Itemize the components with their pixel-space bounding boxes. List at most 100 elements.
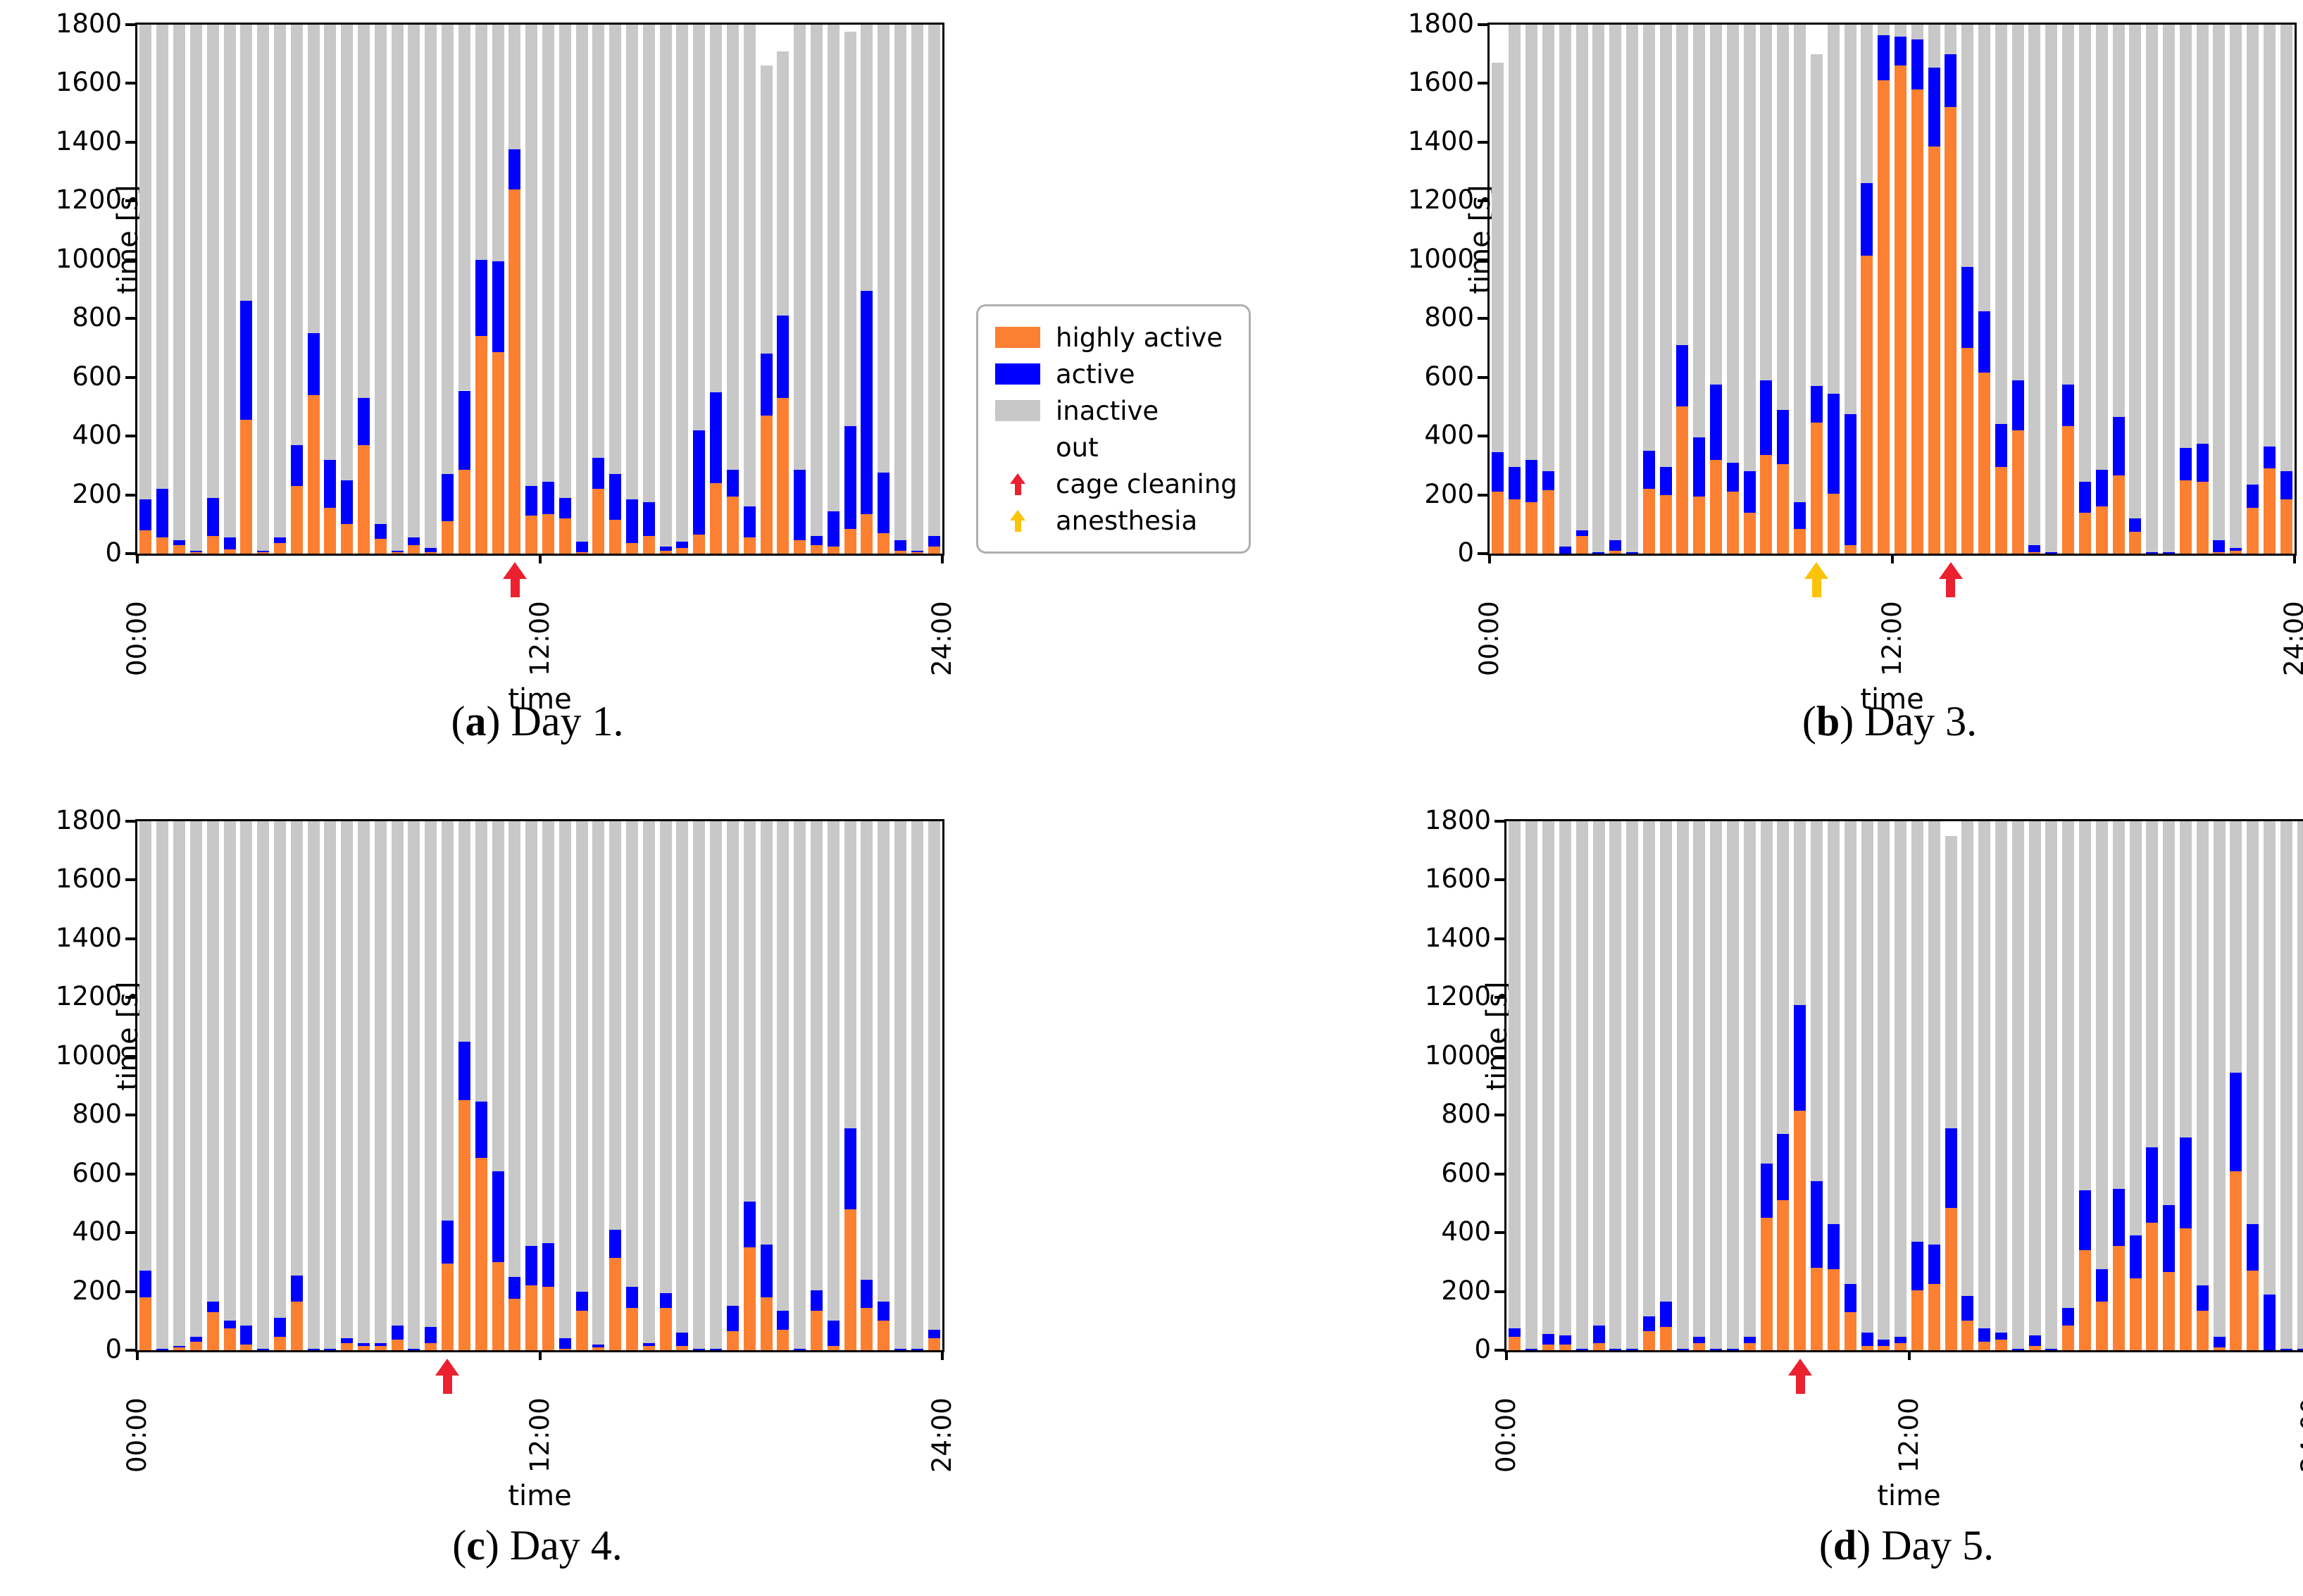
- bar-segment: [1710, 821, 1723, 1349]
- y-tick-mark: [1478, 317, 1487, 320]
- cage_cleaning-arrow-icon: [995, 473, 1040, 495]
- y-tick-label: 600: [72, 1157, 122, 1188]
- legend-item: inactive: [995, 392, 1232, 429]
- bar-segment: [1878, 80, 1890, 554]
- bar-segment: [1777, 1134, 1790, 1201]
- bar-segment: [861, 25, 873, 291]
- bar-segment: [2028, 1345, 2041, 1350]
- bar-segment: [2129, 25, 2142, 518]
- bar-segment: [861, 1279, 873, 1308]
- bar-segment: [408, 1348, 420, 1350]
- bar-segment: [1861, 1332, 1873, 1346]
- bar-segment: [626, 543, 638, 554]
- arrow-head: [435, 1359, 460, 1376]
- bar-segment: [358, 397, 370, 445]
- bar-segment: [2146, 551, 2159, 554]
- bar-segment: [1961, 347, 1974, 554]
- bar-segment: [2028, 1335, 2041, 1346]
- bar-segment: [1911, 1241, 1923, 1290]
- y-tick-label: 0: [1457, 537, 1474, 568]
- bar-segment: [1995, 1340, 2007, 1350]
- y-tick-mark: [125, 1290, 135, 1293]
- y-tick-label: 400: [1441, 1216, 1491, 1247]
- y-tick-label: 1800: [55, 805, 122, 835]
- bar-segment: [1961, 267, 1974, 348]
- bar-segment: [1777, 25, 1790, 410]
- bar-segment: [777, 1310, 789, 1330]
- bar-segment: [223, 1321, 236, 1328]
- bar-segment: [1945, 106, 1957, 554]
- bar-segment: [2079, 1250, 2091, 1350]
- bar-segment: [173, 1345, 185, 1347]
- y-tick-mark: [125, 1114, 135, 1117]
- bar-segment: [609, 25, 622, 475]
- bar-segment: [156, 821, 169, 1349]
- bar-segment: [2129, 518, 2142, 532]
- bar-segment: [2062, 1307, 2075, 1326]
- bar-segment: [878, 821, 890, 1302]
- bar-segment: [508, 149, 521, 189]
- bar-segment: [139, 25, 152, 499]
- bar-segment: [609, 474, 622, 520]
- bar-segment: [442, 821, 454, 1221]
- bar-segment: [1844, 1284, 1856, 1312]
- bar-segment: [240, 420, 253, 554]
- bar-segment: [358, 821, 370, 1343]
- bar-segment: [2112, 1188, 2125, 1246]
- bar-segment: [642, 536, 655, 554]
- bar-segment: [1878, 821, 1890, 1340]
- active-swatch: [995, 363, 1040, 385]
- y-tick-mark: [125, 1231, 135, 1235]
- bar-segment: [1743, 1342, 1756, 1350]
- bar-segment: [341, 1338, 354, 1343]
- y-tick-label: 400: [72, 1216, 122, 1247]
- chart-day3-plot: 0 200 400 600 800 1000 1200 1400 1600 1800 00:00 12…: [1408, 11, 2303, 716]
- bar-segment: [1727, 821, 1739, 1349]
- bar-segment: [425, 1326, 437, 1343]
- bar-segment: [1609, 821, 1622, 1349]
- bar-segment: [374, 25, 387, 525]
- bar-segment: [525, 25, 538, 486]
- bar-segment: [777, 316, 789, 398]
- bar-segment: [1794, 25, 1806, 502]
- bar-segment: [676, 542, 689, 548]
- bar-segment: [1559, 1344, 1571, 1350]
- bar-segment: [324, 25, 337, 460]
- bar-segment: [777, 821, 789, 1311]
- bar-segment: [1827, 1269, 1840, 1350]
- bar-segment: [2264, 821, 2276, 1295]
- bar-segment: [743, 25, 756, 507]
- bar-segment: [1659, 494, 1672, 554]
- bar-segment: [223, 1328, 236, 1350]
- bar-segment: [492, 1171, 504, 1262]
- bar-segment: [2062, 1325, 2075, 1350]
- bar-segment: [592, 458, 605, 490]
- bar-segment: [1995, 25, 2007, 425]
- caption-day3: (b) Day 3.: [1608, 697, 2171, 746]
- y-tick-label: 1200: [55, 185, 122, 216]
- y-tick-mark: [1494, 937, 1504, 940]
- bar-segment: [391, 1325, 404, 1340]
- bar-segment: [2062, 385, 2074, 426]
- x-tick-mark: [538, 554, 542, 563]
- cage_cleaning-arrow-icon: [1935, 562, 1967, 597]
- caption-paren-open: (: [1802, 698, 1816, 744]
- bar-segment: [659, 821, 672, 1293]
- bar-segment: [693, 25, 706, 430]
- bar-segment: [525, 515, 538, 554]
- bar-segment: [743, 1247, 756, 1350]
- y-tick-mark: [1478, 552, 1487, 555]
- caption-paren-close: ): [485, 1522, 510, 1569]
- bar-segment: [2247, 1223, 2259, 1271]
- bar-segment: [442, 474, 454, 522]
- cage_cleaning-arrow-icon: [431, 1359, 463, 1394]
- bar-segment: [2179, 25, 2192, 448]
- bar-segment: [1743, 512, 1756, 554]
- bar-segment: [206, 536, 219, 554]
- bar-segment: [1895, 1342, 1907, 1350]
- bar-segment: [374, 524, 387, 540]
- bar-segment: [810, 544, 823, 554]
- bar-segment: [659, 1292, 672, 1308]
- bar-segment: [2028, 544, 2041, 552]
- bar-segment: [1894, 25, 1906, 37]
